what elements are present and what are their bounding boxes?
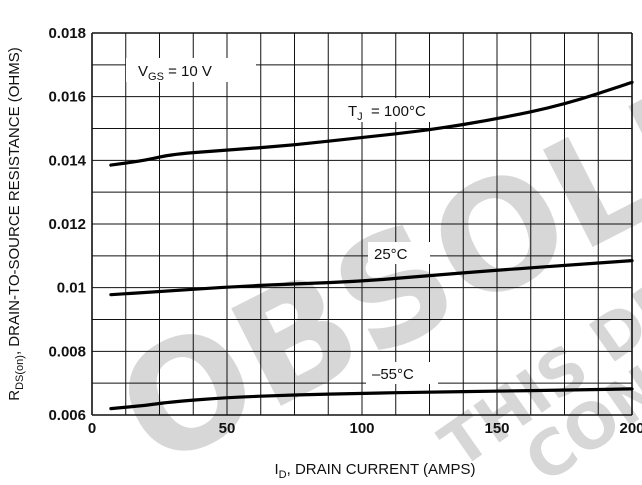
y-axis-title-sub: DS(on): [14, 355, 26, 390]
series-label-100c-rest: = 100°C: [363, 103, 426, 120]
y-tick-labels: 0.006 0.008 0.01 0.012 0.014 0.016 0.018: [48, 25, 86, 424]
vgs-rest: = 10 V: [164, 63, 212, 80]
series-line-100C: [109, 80, 634, 167]
label-bg-25c: [368, 242, 430, 264]
series-line-55C: [109, 387, 634, 411]
y-tick-label: 0.008: [48, 343, 86, 360]
y-tick-label: 0.016: [48, 89, 86, 106]
y-tick-label: 0.018: [48, 25, 86, 42]
vgs-main: V: [138, 63, 148, 80]
x-axis-title-rest: , DRAIN CURRENT (AMPS): [287, 461, 476, 478]
x-tick-label: 200: [619, 420, 642, 437]
series-label-minus55c: –55°C: [372, 366, 414, 383]
series-lines: [109, 80, 634, 411]
x-axis-title-main: I: [274, 461, 278, 478]
x-axis-title-sub: D: [279, 469, 287, 481]
series-label-100c-sub: J: [357, 111, 363, 123]
grid: [91, 32, 633, 416]
label-bg-100c: [340, 98, 446, 122]
y-tick-label: 0.006: [48, 407, 86, 424]
label-bg-minus55c: [366, 362, 438, 384]
y-axis-title-main: R: [6, 390, 23, 401]
x-tick-labels: 0 50 100 150 200: [88, 420, 642, 437]
series-label-100c-main: T: [348, 103, 357, 120]
x-tick-label: 150: [484, 420, 509, 437]
x-tick-label: 0: [88, 420, 96, 437]
series-label-25c: 25°C: [374, 246, 408, 263]
x-tick-label: 50: [219, 420, 236, 437]
y-tick-label: 0.012: [48, 216, 86, 233]
y-tick-label: 0.01: [57, 280, 86, 297]
series-line-25C: [109, 259, 634, 297]
y-axis-title: RDS(on), DRAIN-TO-SOURCE RESISTANCE (OHM…: [6, 47, 26, 400]
y-axis-title-rest: , DRAIN-TO-SOURCE RESISTANCE (OHMS): [6, 47, 23, 355]
vgs-annotation: VGS = 10 V: [138, 63, 212, 83]
vgs-sub: GS: [148, 71, 164, 83]
x-axis-title: ID, DRAIN CURRENT (AMPS): [274, 461, 475, 481]
annotation-background: [126, 58, 256, 82]
x-tick-label: 100: [349, 420, 374, 437]
series-label-100c: TJ = 100°C: [348, 103, 426, 123]
y-tick-label: 0.014: [48, 152, 86, 169]
